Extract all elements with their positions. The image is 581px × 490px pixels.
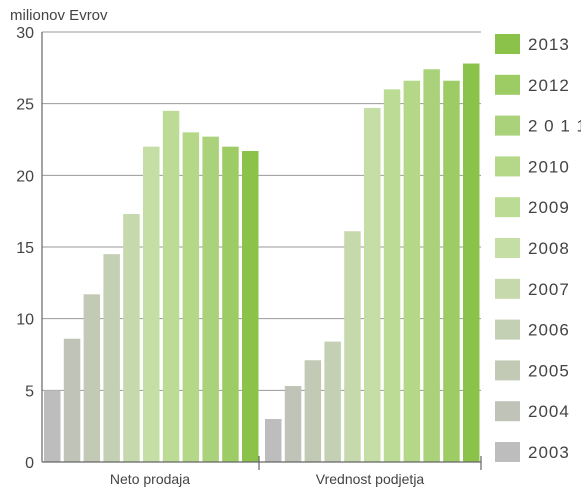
bar <box>182 132 200 463</box>
legend-label: 2012 <box>528 76 570 95</box>
bar <box>443 80 460 462</box>
legend-label: 2007 <box>528 280 570 299</box>
legend-label: 2006 <box>528 321 570 340</box>
legend-swatch <box>495 156 520 177</box>
legend-item: 2005 <box>495 360 570 381</box>
legend-item: 2010 <box>495 156 570 177</box>
y-tick-label: 5 <box>25 383 34 400</box>
legend-swatch <box>495 442 520 462</box>
y-tick-label: 20 <box>16 168 34 185</box>
y-tick-label: 10 <box>16 312 34 329</box>
bar <box>83 294 101 462</box>
bar <box>344 231 361 462</box>
legend: 2013 2012 2 0 1 1 2010 2009 2008 2007 2006 2005 2… <box>495 34 581 462</box>
legend-item: 2008 <box>495 238 570 258</box>
legend-swatch <box>495 319 520 340</box>
legend-label: 2010 <box>528 157 570 176</box>
legend-swatch <box>495 115 520 136</box>
legend-swatch <box>495 278 520 299</box>
bar <box>44 390 61 462</box>
legend-label: 2009 <box>528 198 570 217</box>
bars <box>44 63 480 463</box>
legend-label: 2008 <box>528 239 570 258</box>
legend-item: 2009 <box>495 197 570 218</box>
legend-swatch <box>495 197 520 218</box>
legend-label: 2003 <box>528 443 570 462</box>
legend-swatch <box>495 401 520 422</box>
category-label: Neto prodaja <box>110 471 190 487</box>
legend-swatch <box>495 34 520 54</box>
category-label: Vrednost podjetja <box>316 471 425 487</box>
legend-item: 2007 <box>495 278 570 299</box>
bar <box>324 341 341 462</box>
y-tick-label: 30 <box>16 25 34 42</box>
y-tick-label: 0 <box>25 455 34 472</box>
category-labels: Neto prodaja Vrednost podjetja <box>110 456 482 487</box>
bar <box>222 146 239 462</box>
bar <box>304 360 322 462</box>
legend-label: 2005 <box>528 361 570 380</box>
legend-item: 2 0 1 1 <box>495 115 581 136</box>
legend-swatch <box>495 360 520 381</box>
bar <box>403 80 421 462</box>
bar <box>423 69 440 463</box>
y-tick-label: 25 <box>16 97 34 114</box>
legend-swatch <box>495 74 520 95</box>
bar <box>284 386 302 462</box>
y-axis-label: milionov Evrov <box>10 7 108 24</box>
y-tick-labels: 0 5 10 15 20 25 30 <box>16 25 34 472</box>
bar <box>265 419 282 462</box>
legend-item: 2013 <box>495 34 570 54</box>
bar <box>103 254 120 462</box>
legend-item: 2012 <box>495 74 570 95</box>
axes <box>41 32 481 463</box>
bar <box>143 146 160 462</box>
bar <box>364 107 381 462</box>
bar <box>383 89 401 462</box>
legend-label: 2004 <box>528 402 570 421</box>
bar <box>63 338 81 462</box>
bar <box>202 136 219 462</box>
bar <box>242 150 259 462</box>
legend-item: 2004 <box>495 401 570 422</box>
y-tick-label: 15 <box>16 240 34 257</box>
legend-label: 2 0 1 1 <box>528 117 581 136</box>
bar <box>162 110 180 462</box>
bar <box>123 214 140 462</box>
legend-label: 2013 <box>528 35 570 54</box>
legend-item: 2003 <box>495 442 570 462</box>
legend-item: 2006 <box>495 319 570 340</box>
legend-swatch <box>495 238 520 258</box>
bar <box>463 63 480 463</box>
